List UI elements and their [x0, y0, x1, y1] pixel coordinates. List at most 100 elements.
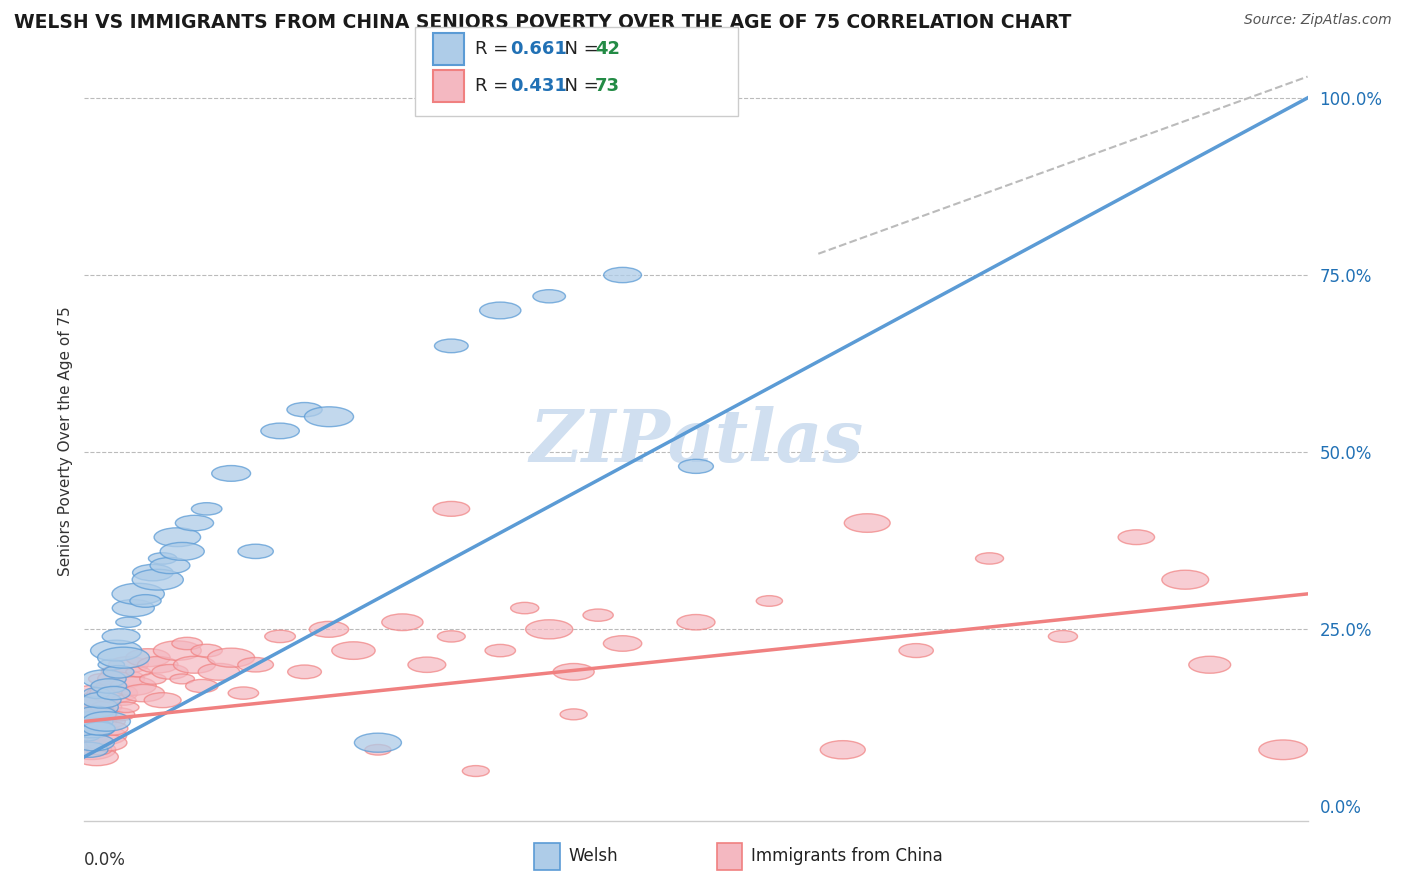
Ellipse shape — [115, 617, 141, 627]
Ellipse shape — [132, 565, 173, 581]
Ellipse shape — [112, 583, 165, 605]
Ellipse shape — [103, 708, 135, 721]
Ellipse shape — [91, 701, 122, 714]
Ellipse shape — [1118, 530, 1154, 545]
Ellipse shape — [97, 687, 131, 699]
Ellipse shape — [94, 722, 128, 735]
Ellipse shape — [138, 657, 179, 673]
Ellipse shape — [172, 637, 202, 649]
Ellipse shape — [150, 558, 190, 574]
Ellipse shape — [583, 609, 613, 622]
Ellipse shape — [97, 648, 149, 668]
Ellipse shape — [145, 693, 181, 707]
Ellipse shape — [122, 684, 165, 702]
Ellipse shape — [111, 695, 136, 706]
Ellipse shape — [86, 734, 127, 751]
Ellipse shape — [82, 670, 127, 688]
Ellipse shape — [976, 553, 1004, 564]
Ellipse shape — [1049, 631, 1077, 642]
Ellipse shape — [91, 679, 127, 693]
Ellipse shape — [75, 734, 114, 751]
Ellipse shape — [510, 602, 538, 614]
Text: R =: R = — [475, 77, 515, 95]
Ellipse shape — [89, 673, 114, 684]
Ellipse shape — [86, 745, 111, 755]
Y-axis label: Seniors Poverty Over the Age of 75: Seniors Poverty Over the Age of 75 — [58, 307, 73, 576]
Ellipse shape — [83, 712, 131, 731]
Ellipse shape — [75, 685, 114, 701]
Ellipse shape — [170, 674, 194, 684]
Ellipse shape — [127, 667, 150, 677]
Ellipse shape — [97, 669, 145, 689]
Ellipse shape — [479, 302, 520, 318]
Ellipse shape — [70, 742, 108, 757]
Ellipse shape — [125, 648, 170, 666]
Text: 0.431: 0.431 — [510, 77, 567, 95]
Ellipse shape — [262, 423, 299, 439]
Ellipse shape — [155, 528, 201, 547]
Ellipse shape — [756, 596, 783, 607]
Ellipse shape — [153, 640, 201, 660]
Ellipse shape — [101, 665, 131, 678]
Text: 0.661: 0.661 — [510, 40, 567, 58]
Ellipse shape — [152, 665, 188, 679]
Ellipse shape — [173, 657, 215, 673]
Ellipse shape — [1161, 570, 1209, 590]
Text: 42: 42 — [595, 40, 620, 58]
Ellipse shape — [553, 664, 595, 681]
Ellipse shape — [86, 708, 117, 721]
Ellipse shape — [676, 615, 716, 630]
Ellipse shape — [132, 569, 183, 591]
Ellipse shape — [820, 740, 865, 759]
Ellipse shape — [1189, 657, 1230, 673]
Text: R =: R = — [475, 40, 515, 58]
Ellipse shape — [93, 714, 125, 728]
Ellipse shape — [112, 599, 155, 616]
Ellipse shape — [533, 290, 565, 303]
Text: N =: N = — [553, 40, 605, 58]
Ellipse shape — [75, 748, 118, 765]
Ellipse shape — [228, 687, 259, 699]
Ellipse shape — [1258, 740, 1308, 760]
Ellipse shape — [108, 657, 148, 673]
Ellipse shape — [354, 733, 402, 752]
Ellipse shape — [66, 712, 112, 731]
Ellipse shape — [332, 641, 375, 659]
Ellipse shape — [382, 614, 423, 631]
Text: 0.0%: 0.0% — [84, 851, 127, 869]
Ellipse shape — [73, 731, 100, 741]
Ellipse shape — [463, 765, 489, 777]
Ellipse shape — [485, 644, 516, 657]
Ellipse shape — [208, 648, 254, 667]
Ellipse shape — [603, 636, 641, 651]
Ellipse shape — [264, 630, 295, 642]
Ellipse shape — [434, 339, 468, 352]
Ellipse shape — [844, 514, 890, 533]
Ellipse shape — [186, 680, 218, 692]
Ellipse shape — [433, 501, 470, 516]
Text: 73: 73 — [595, 77, 620, 95]
Text: N =: N = — [553, 77, 605, 95]
Ellipse shape — [112, 702, 139, 713]
Ellipse shape — [82, 726, 127, 745]
Text: WELSH VS IMMIGRANTS FROM CHINA SENIORS POVERTY OVER THE AGE OF 75 CORRELATION CH: WELSH VS IMMIGRANTS FROM CHINA SENIORS P… — [14, 13, 1071, 32]
Text: Immigrants from China: Immigrants from China — [751, 847, 942, 865]
Ellipse shape — [149, 553, 177, 565]
Ellipse shape — [176, 516, 214, 531]
Ellipse shape — [288, 665, 322, 679]
Ellipse shape — [82, 692, 121, 708]
Ellipse shape — [679, 459, 713, 474]
Ellipse shape — [898, 644, 934, 657]
Ellipse shape — [366, 745, 391, 755]
Text: Source: ZipAtlas.com: Source: ZipAtlas.com — [1244, 13, 1392, 28]
Ellipse shape — [83, 688, 110, 698]
Ellipse shape — [198, 664, 239, 681]
Ellipse shape — [77, 691, 120, 709]
Ellipse shape — [65, 697, 118, 718]
Ellipse shape — [77, 706, 117, 723]
Ellipse shape — [90, 683, 138, 703]
Ellipse shape — [103, 629, 141, 644]
Ellipse shape — [103, 665, 134, 678]
Ellipse shape — [97, 681, 121, 691]
Ellipse shape — [98, 659, 125, 670]
